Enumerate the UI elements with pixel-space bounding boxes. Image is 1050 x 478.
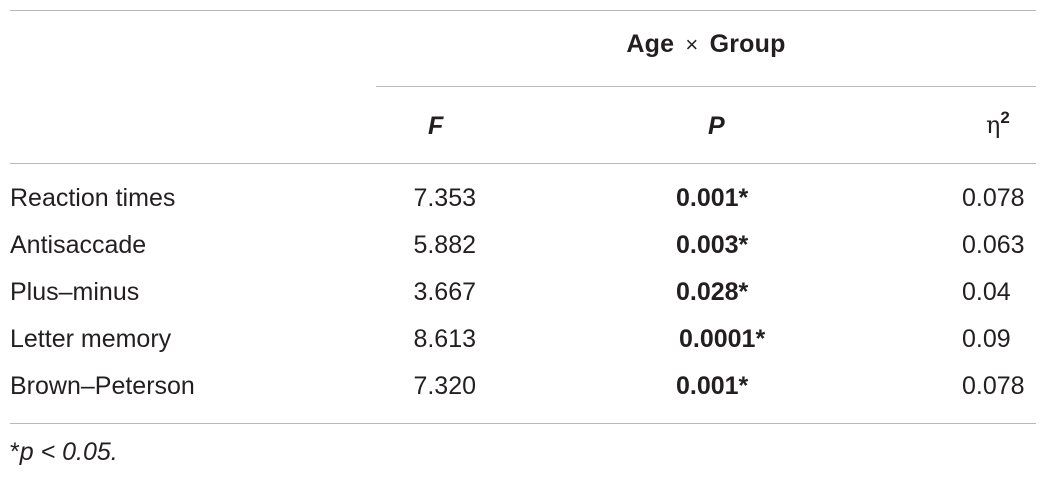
table-row: Antisaccade 5.882 0.003* 0.063 xyxy=(0,231,1050,278)
group-header-age: Age xyxy=(626,30,675,58)
column-header-p: P xyxy=(708,112,725,140)
row-eta-value: 0.09 xyxy=(962,325,1011,353)
table-bottom-rule xyxy=(10,423,1036,424)
table-row: Brown–Peterson 7.320 0.001* 0.078 xyxy=(0,372,1050,419)
column-header-f: F xyxy=(428,112,444,140)
table-row: Reaction times 7.353 0.001* 0.078 xyxy=(0,184,1050,231)
row-f-value: 3.667 xyxy=(413,278,476,306)
row-f-value: 7.353 xyxy=(413,184,476,212)
row-label: Letter memory xyxy=(10,325,172,353)
row-eta-value: 0.078 xyxy=(962,184,1025,212)
row-f-value: 8.613 xyxy=(413,325,476,353)
row-label: Brown–Peterson xyxy=(10,372,195,400)
table-top-rule xyxy=(10,10,1036,11)
footnote-text: p < 0.05. xyxy=(19,438,118,466)
row-f-value: 7.320 xyxy=(413,372,476,400)
row-eta-value: 0.078 xyxy=(962,372,1025,400)
row-p-value: 0.001* xyxy=(676,184,749,212)
eta-symbol: η xyxy=(986,111,1001,139)
group-header-group: Group xyxy=(709,30,786,58)
group-header-times: × xyxy=(685,32,699,57)
table-row: Plus–minus 3.667 0.028* 0.04 xyxy=(0,278,1050,325)
row-p-value: 0.0001* xyxy=(679,325,766,353)
row-p-value: 0.003* xyxy=(676,231,749,259)
row-f-value: 5.882 xyxy=(413,231,476,259)
row-label: Antisaccade xyxy=(10,231,147,259)
row-p-value: 0.028* xyxy=(676,278,749,306)
header-rule xyxy=(10,163,1036,164)
footnote-marker: * xyxy=(10,438,20,466)
row-p-value: 0.001* xyxy=(676,372,749,400)
group-header-rule xyxy=(376,86,1036,87)
row-label: Plus–minus xyxy=(10,278,140,306)
table-row: Letter memory 8.613 0.0001* 0.09 xyxy=(0,325,1050,372)
row-label: Reaction times xyxy=(10,184,176,212)
eta-exponent: 2 xyxy=(1000,108,1010,127)
row-eta-value: 0.04 xyxy=(962,278,1011,306)
group-header: Age × Group xyxy=(376,30,1036,59)
column-header-eta-squared: η2 xyxy=(986,108,1010,139)
row-eta-value: 0.063 xyxy=(962,231,1025,259)
table-footnote: *p < 0.05. xyxy=(10,438,118,467)
